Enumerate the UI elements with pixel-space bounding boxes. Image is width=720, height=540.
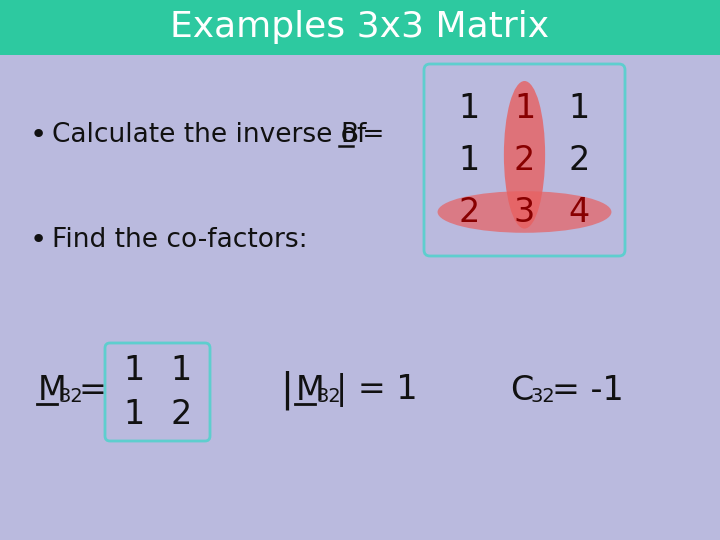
Text: | = 1: | = 1	[336, 373, 418, 407]
Text: |: |	[280, 370, 293, 410]
Text: Calculate the inverse of: Calculate the inverse of	[52, 122, 374, 148]
Ellipse shape	[504, 81, 545, 228]
Text: Find the co-factors:: Find the co-factors:	[52, 227, 307, 253]
Text: 32: 32	[58, 388, 83, 407]
Text: =: =	[354, 122, 384, 148]
Text: •: •	[30, 226, 48, 254]
Text: M: M	[38, 374, 67, 407]
Text: C: C	[510, 374, 534, 407]
Text: 2: 2	[171, 397, 192, 430]
Text: 1: 1	[123, 354, 145, 387]
Ellipse shape	[438, 191, 611, 233]
Text: 1: 1	[569, 91, 590, 125]
Text: 32: 32	[530, 388, 554, 407]
Text: 1: 1	[123, 397, 145, 430]
Text: 2: 2	[459, 195, 480, 228]
Text: B: B	[340, 122, 358, 148]
Text: 1: 1	[171, 354, 192, 387]
Text: 4: 4	[569, 195, 590, 228]
Text: 1: 1	[459, 144, 480, 177]
FancyBboxPatch shape	[424, 64, 625, 256]
Text: •: •	[30, 121, 48, 149]
Text: 2: 2	[514, 144, 535, 177]
Text: 1: 1	[514, 91, 535, 125]
Text: =: =	[78, 374, 106, 407]
Text: 3: 3	[514, 195, 535, 228]
Text: = -1: = -1	[552, 374, 624, 407]
Text: 1: 1	[459, 91, 480, 125]
FancyBboxPatch shape	[0, 0, 720, 55]
Text: 2: 2	[569, 144, 590, 177]
Text: M: M	[296, 374, 325, 407]
Text: Examples 3x3 Matrix: Examples 3x3 Matrix	[171, 10, 549, 44]
Text: 32: 32	[316, 388, 341, 407]
